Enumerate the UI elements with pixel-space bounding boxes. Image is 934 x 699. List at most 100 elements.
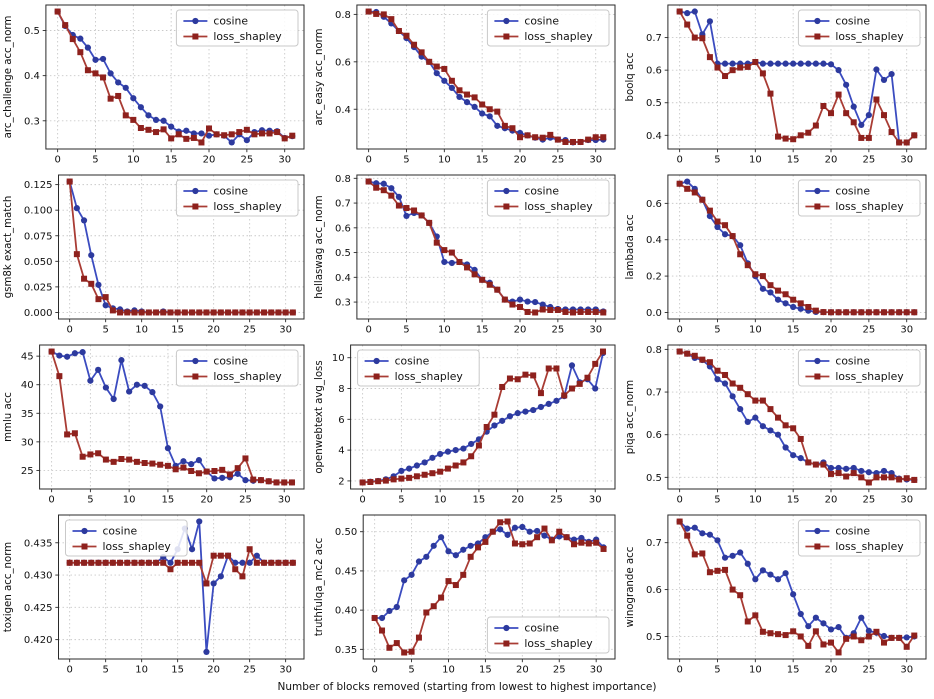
legend-label: cosine — [395, 355, 430, 368]
marker-loss_shapley — [880, 112, 887, 119]
x-tick-label: 10 — [749, 155, 762, 166]
marker-loss_shapley — [203, 309, 210, 316]
marker-loss_shapley — [282, 559, 289, 566]
marker-cosine — [77, 35, 84, 42]
marker-loss_shapley — [790, 628, 797, 635]
legend-marker-cosine — [503, 17, 510, 25]
marker-cosine — [530, 406, 537, 414]
y-tick-label: 0.5 — [24, 26, 40, 37]
marker-loss_shapley — [537, 390, 544, 397]
marker-loss_shapley — [903, 643, 910, 650]
subplot-hellaswag: 0 5 10 15 20 25 30 0.3 0.4 0.5 0.6 0.7 0.8 hellaswag … — [314, 174, 616, 336]
marker-cosine — [141, 382, 148, 389]
marker-loss_shapley — [684, 532, 691, 539]
marker-loss_shapley — [189, 559, 196, 566]
marker-loss_shapley — [873, 628, 880, 635]
marker-cosine — [211, 475, 218, 482]
x-tick-label: 10 — [438, 325, 451, 336]
marker-loss_shapley — [289, 559, 296, 566]
chart-cell-lambada: 0 5 10 15 20 25 30 0.0 0.2 0.4 0.6 lambada acc cosin… — [622, 170, 933, 340]
marker-cosine — [526, 528, 533, 535]
x-tick-label: 0 — [676, 325, 682, 336]
marker-cosine — [499, 417, 506, 424]
legend-label: cosine — [213, 355, 248, 368]
marker-loss_shapley — [411, 41, 418, 48]
x-tick-label: 0 — [371, 665, 377, 676]
x-tick-label: 0 — [676, 155, 682, 166]
marker-loss_shapley — [73, 559, 80, 566]
chart-cell-hellaswag: 0 5 10 15 20 25 30 0.3 0.4 0.5 0.6 0.7 0.8 hellaswag … — [311, 170, 622, 340]
marker-cosine — [782, 60, 789, 67]
marker-cosine — [79, 349, 86, 356]
chart-cell-arc_challenge: 0 5 10 15 20 25 30 0.3 0.4 0.5 arc_challenge acc_n… — [0, 0, 311, 170]
marker-loss_shapley — [593, 539, 600, 546]
marker-loss_shapley — [426, 219, 433, 226]
marker-cosine — [767, 571, 774, 578]
marker-cosine — [486, 113, 493, 120]
y-tick-label: 8 — [338, 384, 344, 395]
x-tick-label: 25 — [551, 155, 564, 166]
marker-loss_shapley — [137, 125, 144, 132]
marker-loss_shapley — [160, 309, 167, 316]
marker-loss_shapley — [100, 74, 107, 81]
marker-loss_shapley — [471, 271, 478, 278]
x-tick-label: 15 — [787, 325, 800, 336]
legend-marker-cosine — [503, 187, 510, 195]
marker-loss_shapley — [239, 573, 246, 580]
marker-loss_shapley — [880, 639, 887, 646]
marker-cosine — [514, 410, 521, 417]
marker-loss_shapley — [408, 648, 415, 655]
legend-marker-cosine — [814, 357, 821, 365]
marker-loss_shapley — [225, 309, 232, 316]
x-tick-label: 10 — [438, 155, 451, 166]
marker-cosine — [684, 525, 691, 532]
marker-loss_shapley — [569, 309, 576, 316]
x-tick-label: 5 — [403, 325, 409, 336]
marker-loss_shapley — [805, 459, 812, 466]
plot-frame — [58, 174, 305, 320]
marker-loss_shapley — [380, 187, 387, 194]
marker-loss_shapley — [145, 309, 152, 316]
marker-cosine — [744, 560, 751, 567]
marker-loss_shapley — [790, 296, 797, 303]
marker-loss_shapley — [257, 477, 264, 484]
marker-loss_shapley — [441, 247, 448, 254]
marker-loss_shapley — [174, 309, 181, 316]
marker-loss_shapley — [157, 461, 164, 468]
marker-loss_shapley — [188, 468, 195, 474]
marker-cosine — [242, 477, 249, 484]
marker-loss_shapley — [501, 296, 508, 303]
y-tick-label: 30 — [21, 437, 34, 448]
marker-loss_shapley — [790, 425, 797, 432]
x-tick-label: 0 — [48, 495, 54, 506]
marker-cosine — [888, 70, 895, 78]
marker-loss_shapley — [744, 391, 751, 398]
marker-loss_shapley — [722, 371, 729, 378]
marker-loss_shapley — [797, 300, 804, 307]
marker-loss_shapley — [699, 196, 706, 203]
marker-loss_shapley — [444, 465, 451, 472]
marker-cosine — [782, 570, 789, 577]
marker-loss_shapley — [522, 371, 529, 378]
marker-loss_shapley — [190, 134, 197, 141]
marker-loss_shapley — [273, 479, 280, 486]
x-tick-label: 5 — [102, 325, 108, 336]
marker-loss_shapley — [691, 189, 698, 196]
x-tick-label: 30 — [279, 665, 292, 676]
x-tick-label: 30 — [900, 495, 913, 506]
plot-frame — [667, 4, 927, 150]
marker-loss_shapley — [850, 633, 857, 640]
marker-loss_shapley — [232, 566, 239, 573]
marker-loss_shapley — [217, 309, 224, 316]
marker-loss_shapley — [828, 309, 835, 316]
y-tick-label: 0.6 — [646, 430, 662, 441]
marker-cosine — [592, 385, 599, 392]
marker-loss_shapley — [865, 309, 872, 316]
marker-cosine — [797, 610, 804, 618]
x-tick-label: 15 — [473, 495, 486, 506]
marker-loss_shapley — [373, 10, 380, 17]
x-tick-label: 5 — [714, 495, 720, 506]
marker-loss_shapley — [87, 451, 94, 458]
marker-cosine — [386, 607, 393, 615]
marker-cosine — [684, 10, 691, 17]
